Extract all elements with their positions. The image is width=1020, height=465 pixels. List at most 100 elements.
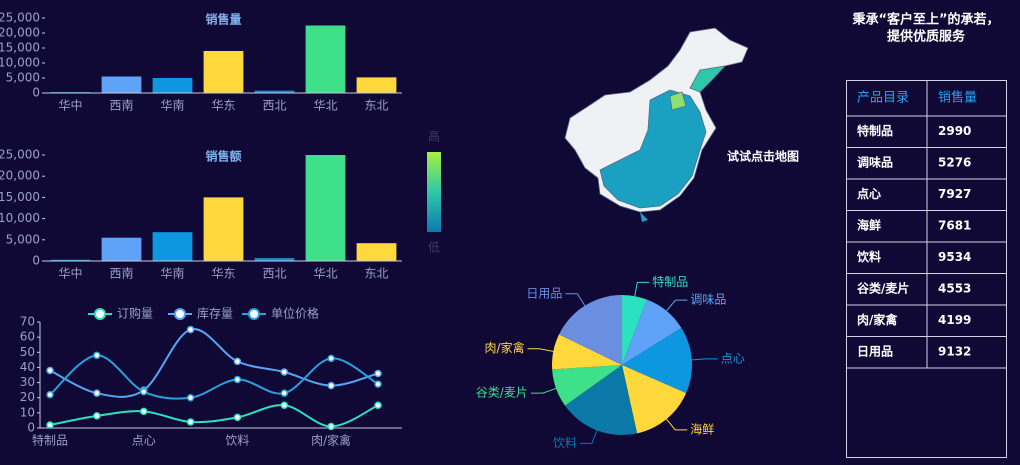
legend-label: 订购量 bbox=[117, 306, 153, 321]
legend-label: 单位价格 bbox=[271, 306, 319, 321]
point bbox=[93, 389, 101, 397]
x-tick-label: 东北 bbox=[364, 267, 388, 281]
table-cell: 点心 bbox=[857, 186, 881, 201]
slice-label: 海鲜 bbox=[690, 421, 714, 436]
table-cell: 2990 bbox=[938, 124, 971, 138]
chart-title: 销售量 bbox=[205, 12, 241, 27]
bar bbox=[152, 232, 193, 261]
label-line bbox=[530, 387, 557, 394]
y-tick-label: 25,000 bbox=[0, 148, 40, 162]
bar bbox=[152, 78, 193, 93]
series-line bbox=[49, 328, 379, 398]
point bbox=[327, 422, 335, 431]
x-tick-label: 西北 bbox=[262, 99, 286, 113]
point bbox=[280, 401, 289, 410]
slogan: 秉承“客户至上”的承若， bbox=[852, 12, 999, 28]
table-cell: 4199 bbox=[938, 313, 971, 327]
pie-slice bbox=[565, 365, 638, 436]
map-region[interactable] bbox=[599, 89, 707, 209]
x-tick-label: 东北 bbox=[364, 99, 388, 113]
point bbox=[374, 369, 382, 378]
point bbox=[374, 380, 382, 388]
bar bbox=[203, 197, 244, 261]
point bbox=[186, 418, 195, 426]
point bbox=[233, 375, 242, 384]
bar bbox=[50, 259, 91, 261]
map[interactable] bbox=[564, 27, 749, 222]
label-line bbox=[634, 281, 650, 297]
y-tick-label: 10 bbox=[20, 405, 35, 419]
x-tick-label: 华北 bbox=[313, 267, 337, 281]
bar bbox=[305, 25, 346, 93]
y-tick-label: 5,000 bbox=[6, 71, 40, 85]
point bbox=[46, 366, 54, 375]
y-tick-label: 0 bbox=[32, 254, 40, 268]
y-tick-label: 10,000 bbox=[0, 56, 40, 70]
slice-label: 调味品 bbox=[690, 293, 726, 307]
bar bbox=[305, 155, 346, 261]
visual-map-bar bbox=[427, 152, 441, 232]
x-tick-label: 华中 bbox=[58, 266, 82, 281]
pie-slice bbox=[559, 295, 622, 365]
point bbox=[233, 413, 242, 422]
table-header: 销售量 bbox=[938, 90, 977, 106]
pie-slice bbox=[622, 295, 648, 365]
y-tick-label: 20 bbox=[20, 390, 35, 404]
table-cell: 7927 bbox=[938, 187, 971, 201]
series-line bbox=[49, 404, 379, 428]
bar bbox=[254, 258, 295, 261]
point bbox=[139, 407, 148, 416]
x-tick-label: 华南 bbox=[160, 98, 184, 113]
y-tick-label: 25,000 bbox=[0, 11, 40, 25]
legend-marker bbox=[248, 308, 260, 320]
pie-slice bbox=[552, 334, 622, 370]
y-tick-label: 60 bbox=[20, 330, 35, 344]
table-cell: 日用品 bbox=[857, 345, 893, 359]
y-tick-label: 30 bbox=[20, 375, 35, 389]
legend-marker bbox=[174, 308, 186, 320]
bar bbox=[101, 76, 142, 93]
x-tick-label: 西南 bbox=[109, 266, 133, 281]
bar bbox=[356, 77, 397, 93]
x-tick-label: 华南 bbox=[160, 266, 184, 281]
label-line bbox=[666, 299, 688, 312]
label-line bbox=[579, 430, 598, 444]
table-cell: 调味品 bbox=[857, 155, 893, 170]
label-line bbox=[666, 418, 688, 431]
bar bbox=[101, 237, 142, 261]
point bbox=[93, 412, 101, 420]
label-line bbox=[527, 348, 554, 352]
y-tick-label: 0 bbox=[32, 86, 40, 100]
point bbox=[139, 387, 148, 396]
map-region[interactable] bbox=[669, 91, 687, 111]
x-tick-label: 特制品 bbox=[32, 433, 68, 448]
legend-marker bbox=[94, 308, 106, 320]
bar bbox=[254, 90, 295, 93]
slice-label: 特制品 bbox=[652, 274, 688, 289]
table-cell: 海鲜 bbox=[857, 218, 881, 233]
bar bbox=[356, 243, 397, 261]
slice-label: 点心 bbox=[721, 351, 745, 365]
map-region[interactable] bbox=[689, 65, 727, 93]
slice-label: 谷类/麦片 bbox=[476, 386, 528, 400]
pie-slice bbox=[622, 327, 692, 394]
table-cell: 5276 bbox=[938, 156, 971, 170]
point bbox=[186, 393, 195, 402]
y-tick-label: 10,000 bbox=[0, 211, 40, 225]
map-region[interactable] bbox=[640, 212, 648, 222]
table-cell: 9534 bbox=[938, 250, 971, 264]
x-tick-label: 华中 bbox=[58, 98, 82, 113]
legend-label: 库存量 bbox=[197, 306, 233, 321]
y-tick-label: 5,000 bbox=[6, 232, 40, 246]
x-tick-label: 点心 bbox=[132, 434, 156, 448]
point bbox=[46, 390, 54, 399]
bar bbox=[203, 51, 244, 93]
table-cell: 饮料 bbox=[856, 249, 881, 264]
point bbox=[233, 357, 242, 366]
y-tick-label: 50 bbox=[20, 345, 35, 359]
table-cell: 9132 bbox=[938, 345, 971, 359]
x-tick-label: 饮料 bbox=[225, 434, 249, 448]
point bbox=[374, 401, 382, 410]
slice-label: 日用品 bbox=[526, 286, 562, 300]
